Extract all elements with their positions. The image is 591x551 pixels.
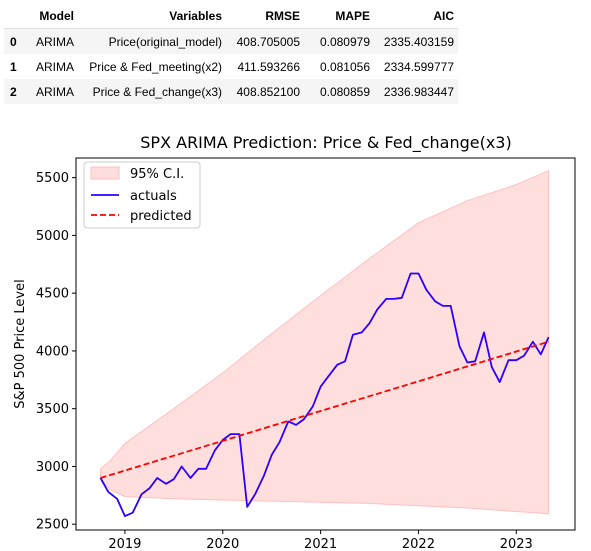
y-tick-label: 4500 — [36, 287, 69, 302]
legend-label-predicted: predicted — [130, 209, 192, 224]
legend-ci-swatch — [91, 167, 119, 179]
legend-label-actuals: actuals — [130, 189, 177, 204]
x-tick-label: 2023 — [500, 537, 533, 551]
y-tick-label: 3000 — [36, 460, 69, 475]
y-tick-label: 5500 — [36, 171, 69, 186]
y-axis: 2500 3000 3500 4000 4500 5000 5500 — [36, 171, 76, 533]
y-tick-label: 4000 — [36, 344, 69, 359]
x-axis: 2019 2020 2021 2022 2023 — [108, 530, 532, 551]
legend: 95% C.I. actuals predicted — [84, 162, 200, 228]
x-tick-label: 2021 — [304, 537, 337, 551]
y-tick-label: 3500 — [36, 402, 69, 417]
x-tick-label: 2020 — [206, 537, 239, 551]
chart-title: SPX ARIMA Prediction: Price & Fed_change… — [140, 133, 511, 153]
x-tick-label: 2019 — [108, 537, 141, 551]
y-axis-label: S&P 500 Price Level — [13, 279, 28, 408]
y-tick-label: 5000 — [36, 229, 69, 244]
legend-label-ci: 95% C.I. — [130, 167, 184, 182]
y-tick-label: 2500 — [36, 518, 69, 533]
x-tick-label: 2022 — [402, 537, 435, 551]
